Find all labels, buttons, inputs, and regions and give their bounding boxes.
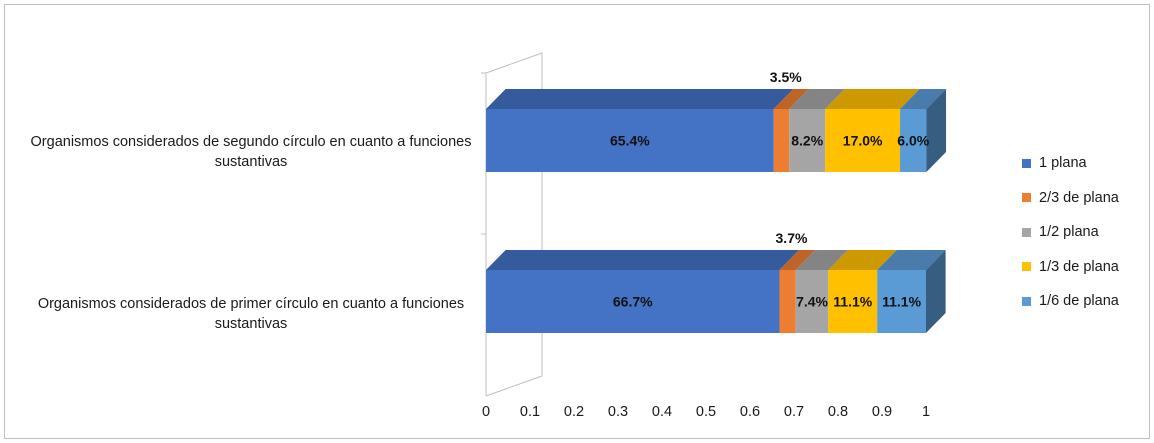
x-tick-label-8: 0.8 — [828, 404, 848, 420]
data-label-0-1: 3.5% — [770, 69, 802, 85]
data-label-0-2: 8.2% — [791, 133, 823, 149]
bar-top-1-4 — [877, 250, 946, 270]
x-tick-label-5: 0.5 — [696, 404, 716, 420]
bar-top-0-2 — [789, 89, 845, 109]
bar-top-0-0 — [486, 89, 794, 109]
bar-top-1-1 — [779, 250, 816, 270]
data-label-1-3: 11.1% — [833, 294, 872, 310]
bar-top-1-0 — [486, 250, 800, 270]
bar-side-0 — [926, 89, 947, 172]
legend-item-1-3-de-plana: 1/3 de plana — [1022, 250, 1119, 285]
side-wall — [485, 52, 543, 397]
legend-swatch-1-3-de-plana — [1022, 262, 1031, 272]
data-label-1-2: 7.4% — [796, 294, 828, 310]
x-tick-label-3: 0.3 — [608, 404, 628, 420]
legend-label-1-3-de-plana: 1/3 de plana — [1039, 258, 1119, 275]
bar-0-1 — [773, 109, 790, 172]
legend-label-1-6-de-plana: 1/6 de plana — [1039, 293, 1119, 310]
bar-top-0-3 — [825, 89, 920, 109]
category-label-primer-circulo: Organismos considerados de primer círcul… — [37, 296, 465, 332]
data-label-0-4: 6.0% — [897, 133, 929, 149]
category-label-segundo-circulo: Organismos considerados de segundo círcu… — [30, 134, 472, 170]
x-tick-label-2: 0.2 — [564, 404, 584, 420]
bar-side-1 — [926, 250, 946, 333]
legend-item-1-plana: 1 plana — [1022, 146, 1119, 181]
x-tick-label-7: 0.7 — [784, 404, 804, 420]
legend: 1 plana 2/3 de plana 1/2 plana 1/3 de pl… — [1022, 146, 1119, 319]
bar-0-2 — [789, 109, 826, 172]
x-tick-label-1: 0.1 — [520, 404, 540, 420]
data-label-1-1: 3.7% — [776, 230, 808, 246]
legend-swatch-1-plana — [1022, 158, 1031, 168]
bar-1-3 — [828, 270, 878, 333]
x-tick-label-10: 1 — [922, 404, 930, 420]
x-tick-label-0: 0 — [482, 404, 490, 420]
legend-swatch-1-6-de-plana — [1022, 296, 1031, 306]
bar-top-0-4 — [900, 89, 947, 109]
x-tick-label-9: 0.9 — [872, 404, 892, 420]
bar-top-1-2 — [795, 250, 848, 270]
legend-label-1-2-plana: 1/2 plana — [1039, 224, 1099, 241]
bar-top-1-3 — [828, 250, 897, 270]
legend-swatch-1-2-plana — [1022, 227, 1031, 237]
bar-1-4 — [877, 270, 926, 333]
bar-1-2 — [795, 270, 829, 333]
data-label-1-4: 11.1% — [882, 294, 921, 310]
data-label-0-0: 65.4% — [610, 133, 650, 149]
legend-label-2-3-de-plana: 2/3 de plana — [1039, 189, 1119, 206]
bar-1-1 — [779, 270, 796, 333]
legend-swatch-2-3-de-plana — [1022, 193, 1031, 203]
x-tick-label-4: 0.4 — [652, 404, 672, 420]
bar-1-0 — [486, 270, 780, 333]
chart-frame — [4, 4, 1150, 439]
data-label-0-3: 17.0% — [843, 133, 883, 149]
bar-0-4 — [900, 109, 927, 172]
legend-item-1-2-plana: 1/2 plana — [1022, 215, 1119, 250]
legend-label-1-plana: 1 plana — [1039, 155, 1087, 172]
legend-item-2-3-de-plana: 2/3 de plana — [1022, 181, 1119, 216]
legend-item-1-6-de-plana: 1/6 de plana — [1022, 284, 1119, 319]
x-tick-label-6: 0.6 — [740, 404, 760, 420]
data-label-1-0: 66.7% — [613, 294, 653, 310]
bar-0-0 — [486, 109, 774, 172]
bar-0-3 — [825, 109, 901, 172]
bar-top-0-1 — [773, 89, 809, 109]
